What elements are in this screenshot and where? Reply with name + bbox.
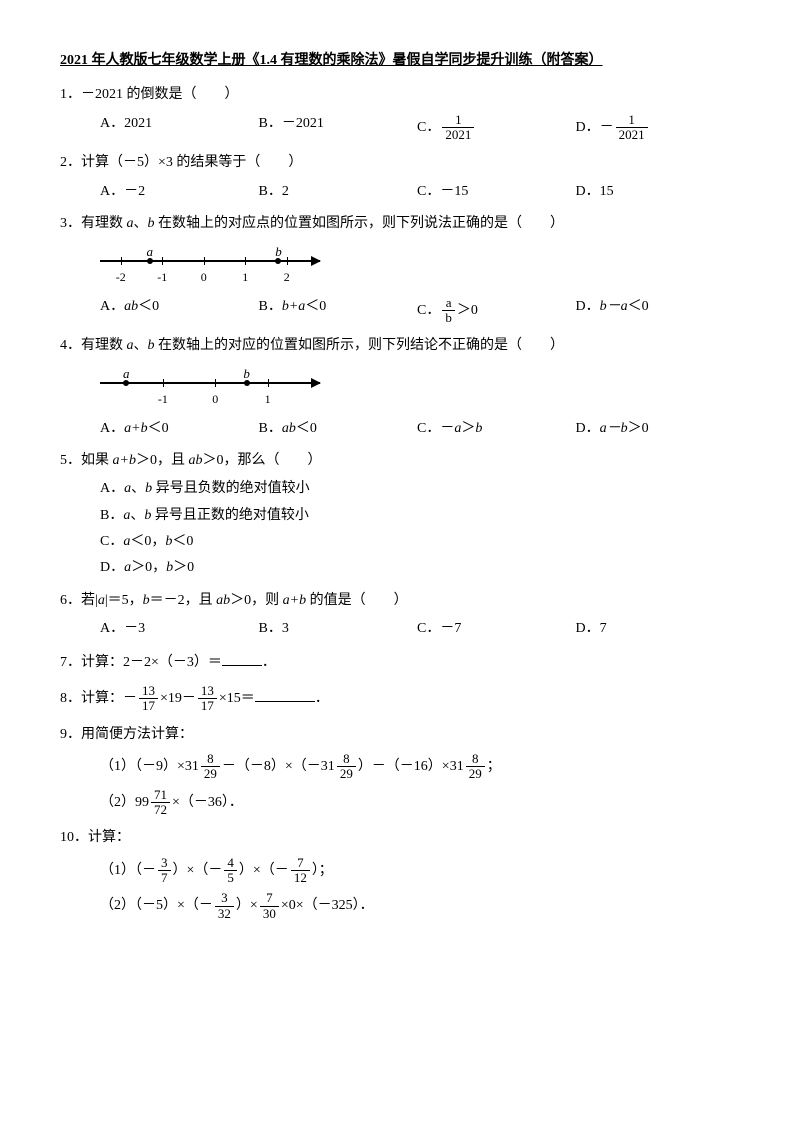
question-7: 7．计算：2－2×（－3）＝． <box>60 651 734 674</box>
question-10: 10．计算： （1）（－37）×（－45）×（－712）； （2）（－5）×（－… <box>60 827 734 921</box>
q10-sub2: （2）（－5）×（－332）×730×0×（－325）． <box>100 891 734 921</box>
question-4: 4．有理数 a、b 在数轴上的对应的位置如图所示，则下列结论不正确的是（ ） -… <box>60 335 734 440</box>
question-2: 2．计算（－5）×3 的结果等于（ ） A．－2 B．2 C．－15 D．15 <box>60 152 734 203</box>
q1-stem: 1．－2021 的倒数是（ ） <box>60 84 734 106</box>
q6-opt-a: A．－3 <box>100 618 259 640</box>
q3-opt-d: D．b－a＜0 <box>576 296 735 326</box>
q3-numberline: -2-1012ab <box>100 242 734 290</box>
q6-opt-b: B．3 <box>259 618 418 640</box>
question-1: 1．－2021 的倒数是（ ） A．2021 B．－2021 C．12021 D… <box>60 84 734 142</box>
q2-stem: 2．计算（－5）×3 的结果等于（ ） <box>60 152 734 174</box>
q2-opt-a: A．－2 <box>100 181 259 203</box>
q3-opt-c: C．ab＞0 <box>417 296 576 326</box>
q1-opt-a: A．2021 <box>100 113 259 143</box>
question-3: 3．有理数 a、b 在数轴上的对应点的位置如图所示，则下列说法正确的是（ ） -… <box>60 213 734 325</box>
q9-sub1: （1）（－9）×31829－（－8）×（－31829）－（－16）×31829； <box>100 752 734 782</box>
q5-opt-d: D．a＞0，b＞0 <box>100 557 734 579</box>
q4-opt-c: C．－a＞b <box>417 418 576 440</box>
q9-stem: 9．用简便方法计算： <box>60 724 734 746</box>
q4-numberline: -101ab <box>100 364 734 412</box>
q5-opt-a: A．a、b 异号且负数的绝对值较小 <box>100 478 734 500</box>
q5-opt-b: B．a、b 异号且正数的绝对值较小 <box>100 505 734 527</box>
q6-stem: 6．若|a|＝5，b＝－2，且 ab＞0，则 a+b 的值是（ ） <box>60 590 734 612</box>
q6-opt-d: D．7 <box>576 618 735 640</box>
blank <box>222 651 262 666</box>
q4-stem: 4．有理数 a、b 在数轴上的对应的位置如图所示，则下列结论不正确的是（ ） <box>60 335 734 357</box>
q3-stem: 3．有理数 a、b 在数轴上的对应点的位置如图所示，则下列说法正确的是（ ） <box>60 213 734 235</box>
question-6: 6．若|a|＝5，b＝－2，且 ab＞0，则 a+b 的值是（ ） A．－3 B… <box>60 590 734 641</box>
q1-opt-c: C．12021 <box>417 113 576 143</box>
question-5: 5．如果 a+b＞0，且 ab＞0，那么（ ） A．a、b 异号且负数的绝对值较… <box>60 450 734 580</box>
q2-opt-b: B．2 <box>259 181 418 203</box>
q4-opt-b: B．ab＜0 <box>259 418 418 440</box>
q3-opt-a: A．ab＜0 <box>100 296 259 326</box>
q1-opt-d: D．－12021 <box>576 113 735 143</box>
q4-opt-d: D．a－b＞0 <box>576 418 735 440</box>
question-9: 9．用简便方法计算： （1）（－9）×31829－（－8）×（－31829）－（… <box>60 724 734 818</box>
page-title: 2021 年人教版七年级数学上册《1.4 有理数的乘除法》暑假自学同步提升训练（… <box>60 50 734 72</box>
q10-sub1: （1）（－37）×（－45）×（－712）； <box>100 856 734 886</box>
q4-opt-a: A．a+b＜0 <box>100 418 259 440</box>
q3-opt-b: B．b+a＜0 <box>259 296 418 326</box>
q6-opt-c: C．－7 <box>417 618 576 640</box>
q5-stem: 5．如果 a+b＞0，且 ab＞0，那么（ ） <box>60 450 734 472</box>
question-8: 8．计算：－1317×19－1317×15＝． <box>60 684 734 714</box>
q9-sub2: （2）997172×（－36）． <box>100 788 734 818</box>
q10-stem: 10．计算： <box>60 827 734 849</box>
blank <box>255 687 315 702</box>
q1-opt-b: B．－2021 <box>259 113 418 143</box>
q5-opt-c: C．a＜0，b＜0 <box>100 531 734 553</box>
q2-opt-d: D．15 <box>576 181 735 203</box>
q2-opt-c: C．－15 <box>417 181 576 203</box>
